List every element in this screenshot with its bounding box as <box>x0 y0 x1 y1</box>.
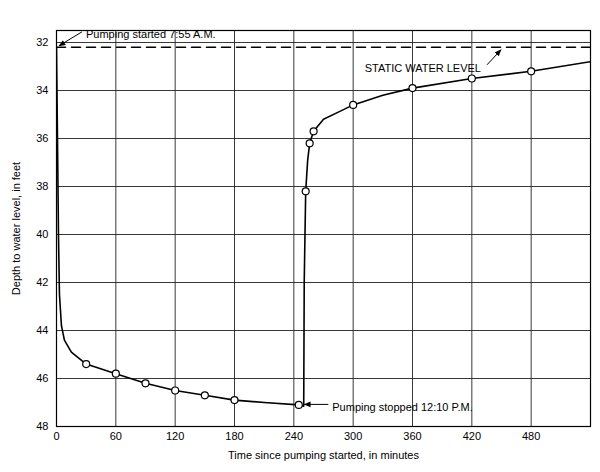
svg-text:Time since pumping started, in: Time since pumping started, in minutes <box>228 449 419 461</box>
svg-text:34: 34 <box>36 84 48 96</box>
svg-text:0: 0 <box>53 430 59 442</box>
svg-text:120: 120 <box>166 430 184 442</box>
svg-text:Pumping started 7:55 A.M.: Pumping started 7:55 A.M. <box>86 28 216 40</box>
svg-text:420: 420 <box>463 430 481 442</box>
svg-text:42: 42 <box>36 276 48 288</box>
svg-text:300: 300 <box>344 430 362 442</box>
svg-text:60: 60 <box>110 430 122 442</box>
svg-text:44: 44 <box>36 324 48 336</box>
svg-text:48: 48 <box>36 420 48 432</box>
svg-text:32: 32 <box>36 36 48 48</box>
svg-text:Depth to water level, in feet: Depth to water level, in feet <box>10 162 22 295</box>
svg-text:STATIC WATER LEVEL: STATIC WATER LEVEL <box>365 62 481 74</box>
svg-text:Pumping stopped 12:10 P.M.: Pumping stopped 12:10 P.M. <box>332 401 472 413</box>
svg-text:38: 38 <box>36 180 48 192</box>
svg-text:360: 360 <box>403 430 421 442</box>
svg-text:480: 480 <box>522 430 540 442</box>
svg-text:46: 46 <box>36 372 48 384</box>
svg-text:40: 40 <box>36 228 48 240</box>
svg-text:180: 180 <box>225 430 243 442</box>
svg-text:240: 240 <box>285 430 303 442</box>
svg-text:36: 36 <box>36 132 48 144</box>
